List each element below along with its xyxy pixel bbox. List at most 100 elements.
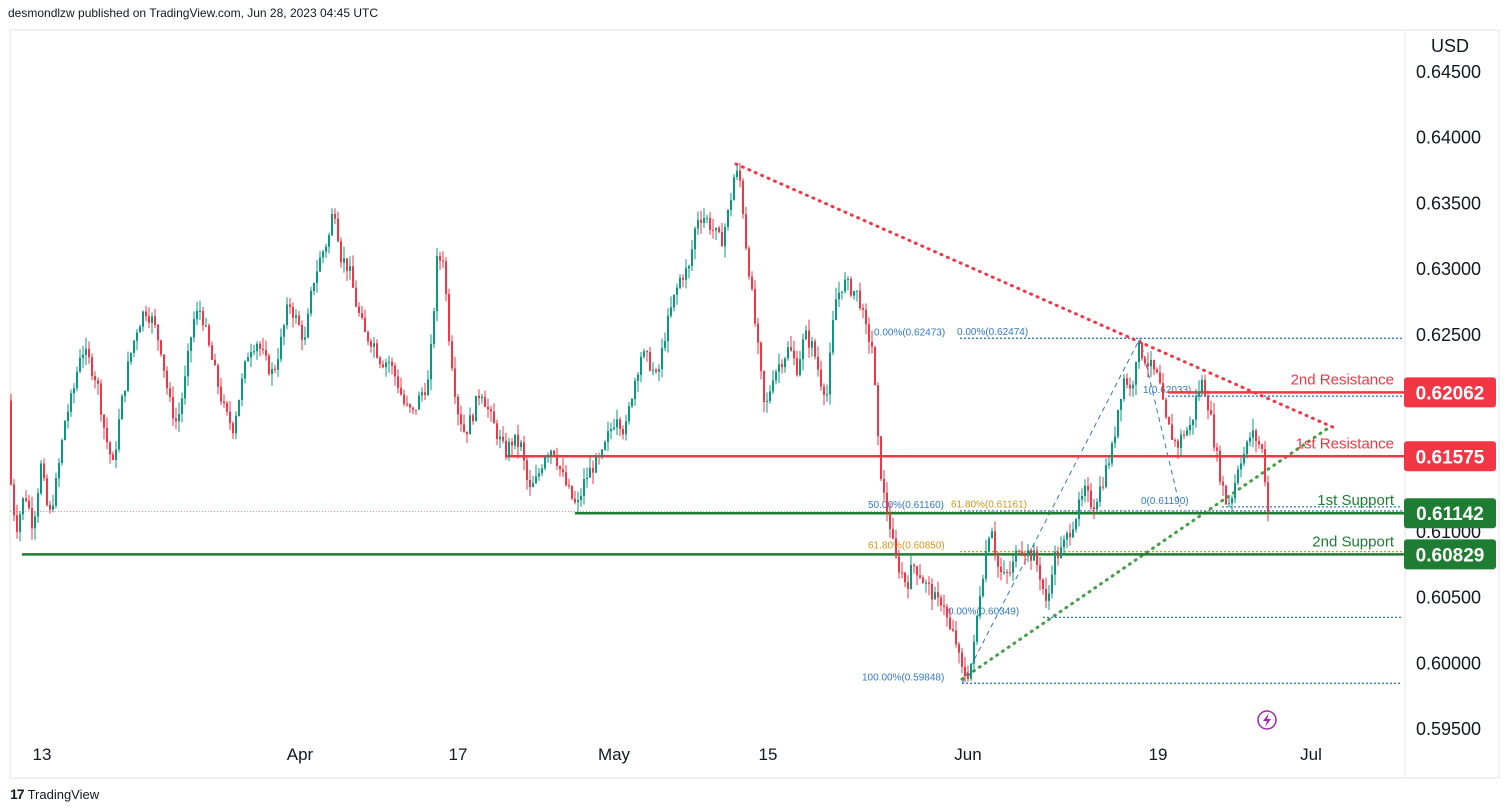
candle-body xyxy=(631,399,633,407)
candle-body xyxy=(295,315,297,318)
candle-body xyxy=(1189,424,1191,431)
candle-body xyxy=(343,258,345,263)
candle-body xyxy=(412,407,414,410)
candle-body xyxy=(991,531,993,539)
candle-body xyxy=(1195,396,1197,420)
candle-body xyxy=(664,341,666,348)
candle-body xyxy=(1108,463,1110,466)
candle-body xyxy=(835,299,837,321)
candle-body xyxy=(1267,482,1269,512)
candle-body xyxy=(1102,486,1104,488)
candle-body xyxy=(1132,384,1134,389)
candle-body xyxy=(1129,384,1131,389)
flash-icon[interactable] xyxy=(1257,710,1277,730)
candle-body xyxy=(193,319,195,338)
candle-body xyxy=(19,514,21,532)
candle-body xyxy=(910,564,912,589)
candle-body xyxy=(751,276,753,289)
candle-body xyxy=(586,477,588,479)
candle-body xyxy=(670,307,672,316)
candle-body xyxy=(313,283,315,291)
candle-body xyxy=(328,235,330,247)
candle-body xyxy=(598,456,600,458)
candle-body xyxy=(427,379,429,395)
candle-body xyxy=(601,449,603,457)
candle-body xyxy=(928,582,930,584)
candle-body xyxy=(1003,571,1005,573)
candle-body xyxy=(64,421,66,440)
candle-body xyxy=(919,575,921,578)
candle-body xyxy=(1174,439,1176,441)
candle-body xyxy=(817,356,819,370)
candle-body xyxy=(862,308,864,310)
candle-body xyxy=(49,504,51,510)
candle-body xyxy=(1111,443,1113,464)
candle-body xyxy=(646,351,648,353)
candle-body xyxy=(748,248,750,277)
candle-body xyxy=(814,341,816,357)
candle-body xyxy=(808,330,810,348)
candle-body xyxy=(457,396,459,415)
candle-body xyxy=(1039,565,1041,580)
candle-body xyxy=(946,606,948,618)
candle-body xyxy=(661,347,663,370)
candle-body xyxy=(982,578,984,597)
candle-body xyxy=(442,260,444,262)
candle-body xyxy=(868,324,870,342)
y-tick-label: 0.64500 xyxy=(1416,62,1481,82)
candle-body xyxy=(133,340,135,353)
price-badge xyxy=(1404,498,1496,529)
candle-body xyxy=(526,460,528,480)
candle-body xyxy=(1057,551,1059,558)
tradingview-footer: 17 TradingView xyxy=(10,786,99,802)
candle-body xyxy=(1030,549,1032,561)
candle-body xyxy=(145,311,147,317)
price-badge-text: 0.62062 xyxy=(1416,383,1485,404)
candle-body xyxy=(730,200,732,210)
candle-body xyxy=(85,348,87,355)
candle-body xyxy=(529,480,531,487)
candle-body xyxy=(1216,447,1218,451)
descending-resistance-trendline xyxy=(734,162,1337,430)
candle-body xyxy=(583,479,585,497)
candle-body xyxy=(682,277,684,280)
candle-body xyxy=(970,663,972,679)
candle-body xyxy=(673,294,675,308)
candle-body xyxy=(97,380,99,384)
candle-body xyxy=(163,354,165,371)
candle-body xyxy=(499,436,501,440)
candle-body xyxy=(304,337,306,340)
candle-body xyxy=(301,324,303,340)
candle-body xyxy=(76,371,78,389)
candle-body xyxy=(619,419,621,429)
candle-body xyxy=(355,287,357,307)
candle-body xyxy=(553,450,555,455)
currency-label: USD xyxy=(1431,36,1469,56)
candle-body xyxy=(214,359,216,366)
candle-body xyxy=(400,387,402,395)
candle-body xyxy=(391,361,393,366)
candle-body xyxy=(826,394,828,396)
candle-body xyxy=(439,256,441,261)
candle-body xyxy=(403,394,405,404)
candle-body xyxy=(1234,482,1236,499)
candle-body xyxy=(559,466,561,470)
candle-body xyxy=(28,500,30,508)
candle-body xyxy=(91,357,93,376)
candle-body xyxy=(52,505,54,510)
candle-body xyxy=(778,364,780,372)
candle-body xyxy=(298,315,300,325)
candle-body xyxy=(772,380,774,392)
candle-body xyxy=(679,277,681,288)
candle-body xyxy=(523,442,525,461)
candle-body xyxy=(82,354,84,358)
candle-body xyxy=(256,343,258,352)
candle-body xyxy=(274,369,276,370)
candle-body xyxy=(1027,549,1029,557)
candle-body xyxy=(259,343,261,349)
candle-body xyxy=(1186,430,1188,436)
candle-body xyxy=(205,325,207,327)
candle-body xyxy=(1060,547,1062,558)
candle-body xyxy=(433,311,435,344)
